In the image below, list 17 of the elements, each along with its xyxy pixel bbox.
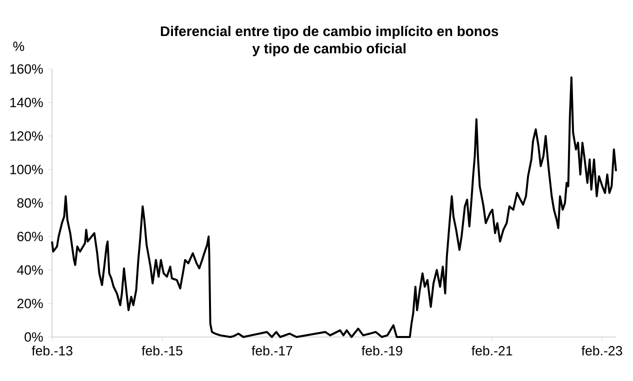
y-tick-label: 160%: [10, 64, 43, 74]
x-tick-label: feb.-19: [362, 346, 402, 356]
y-tick-label: 40%: [17, 265, 43, 275]
y-axis-title: %: [13, 42, 24, 51]
y-tick-label: 100%: [10, 164, 43, 174]
y-tick-label: 0%: [24, 332, 43, 342]
y-tick-label: 80%: [17, 198, 43, 208]
y-tick-label: 60%: [17, 232, 43, 242]
x-tick-label: feb.-13: [32, 346, 72, 356]
x-tick-label: feb.-17: [252, 346, 292, 356]
y-tick-label: 20%: [17, 298, 43, 308]
chart-title: Diferencial entre tipo de cambio implícito en bonos y tipo de cambio oficial: [160, 26, 498, 56]
x-tick-label: feb.-15: [142, 346, 182, 356]
y-tick-label: 120%: [10, 131, 43, 141]
x-tick-label: feb.-23: [582, 346, 622, 356]
x-tick-label: feb.-21: [472, 346, 512, 356]
y-tick-label: 140%: [10, 98, 43, 108]
